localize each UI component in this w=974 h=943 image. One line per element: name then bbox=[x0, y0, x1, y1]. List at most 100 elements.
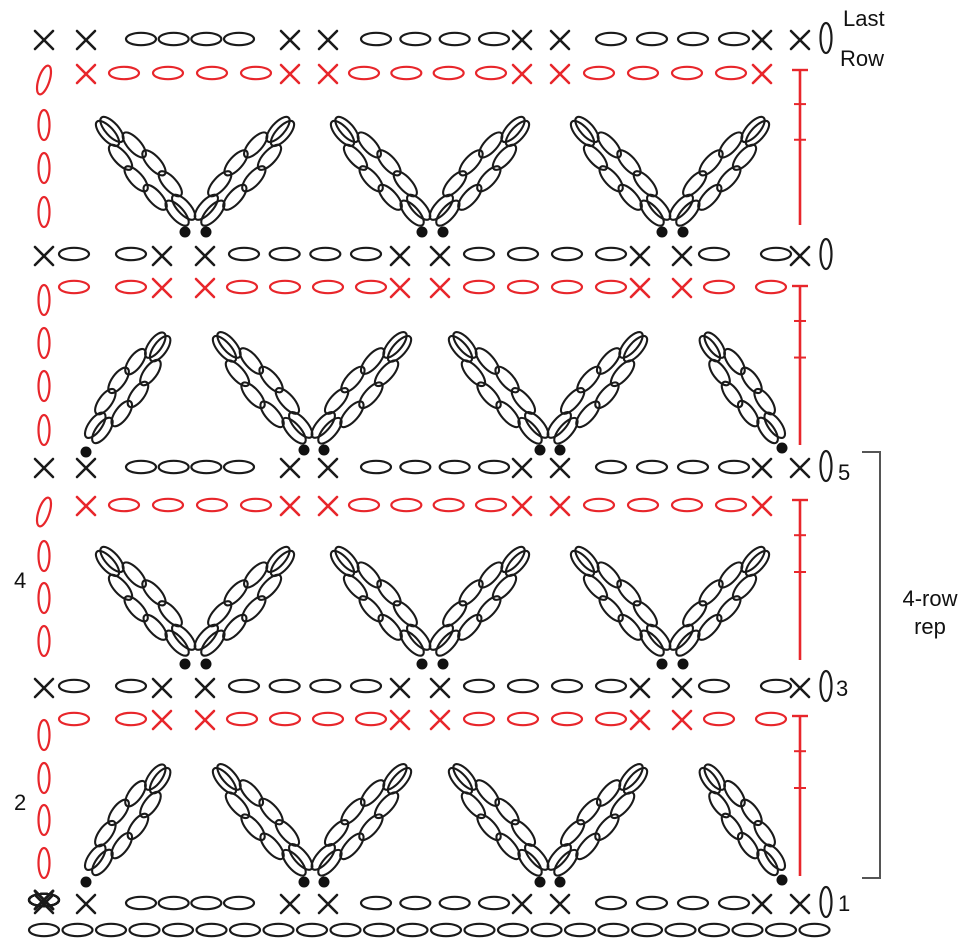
x-stroke bbox=[194, 245, 216, 267]
chain-oval bbox=[594, 246, 628, 262]
chain-oval bbox=[399, 31, 432, 47]
petal-chain-oval bbox=[457, 183, 483, 211]
petal-chain-oval bbox=[110, 399, 134, 428]
x-stroke bbox=[429, 245, 451, 267]
x-stroke bbox=[194, 277, 216, 299]
x-stroke bbox=[33, 677, 55, 699]
chain-oval bbox=[239, 65, 273, 81]
chain-oval bbox=[496, 922, 530, 938]
chain-oval bbox=[349, 246, 383, 262]
petal-chain-oval bbox=[323, 387, 350, 415]
x-stroke bbox=[33, 457, 55, 479]
petal-chain-oval bbox=[740, 798, 763, 827]
petal-chain-oval bbox=[382, 763, 408, 791]
petal-chain-oval bbox=[141, 149, 167, 177]
x-stroke bbox=[75, 495, 97, 517]
chain-oval bbox=[222, 459, 256, 475]
chain-oval bbox=[597, 922, 630, 938]
turning-chain bbox=[37, 369, 51, 403]
single-crochet-x bbox=[194, 277, 216, 299]
petal-chain-oval bbox=[342, 573, 369, 601]
chain-oval bbox=[114, 279, 148, 295]
x-stroke bbox=[279, 29, 301, 51]
turning-chain bbox=[37, 283, 51, 317]
single-crochet-x bbox=[629, 245, 651, 267]
single-crochet-x bbox=[317, 63, 339, 85]
petal-chain-oval bbox=[500, 115, 526, 144]
petal-chain-oval bbox=[618, 763, 644, 791]
chain-oval bbox=[227, 246, 261, 262]
single-crochet-x bbox=[75, 457, 97, 479]
cluster-dot bbox=[179, 658, 191, 670]
x-stroke bbox=[194, 677, 216, 699]
petal-chain-oval bbox=[474, 779, 501, 807]
petal-chain-oval bbox=[452, 331, 478, 359]
petal-chain-oval bbox=[94, 549, 121, 578]
turning-chain bbox=[37, 846, 51, 880]
petal-chain-oval bbox=[359, 347, 386, 375]
chain-oval bbox=[311, 711, 345, 727]
chain-oval bbox=[359, 459, 393, 475]
petal-chain-oval bbox=[358, 813, 384, 842]
petal-chain-oval bbox=[632, 170, 658, 198]
chain-oval bbox=[462, 246, 496, 262]
chain-oval bbox=[222, 895, 256, 911]
petal-chain-oval bbox=[329, 549, 356, 578]
petal-chain-oval bbox=[594, 813, 620, 842]
chain-oval bbox=[550, 678, 584, 694]
petal-chain-oval bbox=[143, 331, 167, 359]
petal-chain-oval bbox=[476, 813, 502, 842]
petal-chain-oval bbox=[708, 358, 731, 387]
chain-oval bbox=[714, 65, 748, 81]
petal-chain-oval bbox=[478, 561, 504, 589]
turning-chain bbox=[35, 496, 53, 528]
turning-chain bbox=[37, 195, 51, 229]
petal-chain-oval bbox=[744, 549, 771, 578]
rep-label-line1: 4-row bbox=[902, 586, 958, 611]
petal-loops bbox=[83, 115, 787, 877]
petal-chain-oval bbox=[447, 766, 474, 795]
cluster-dot bbox=[437, 226, 449, 238]
cluster-dot bbox=[179, 226, 191, 238]
chain-oval bbox=[57, 678, 91, 694]
chain-oval bbox=[195, 65, 229, 81]
cluster-dot bbox=[437, 658, 449, 670]
chain-oval bbox=[594, 31, 628, 47]
single-crochet-x bbox=[389, 677, 411, 699]
chain-oval bbox=[550, 279, 584, 295]
x-stroke bbox=[33, 889, 55, 911]
x-stroke bbox=[629, 245, 651, 267]
petal-chain-oval bbox=[598, 165, 624, 193]
red-stitches bbox=[35, 63, 808, 880]
label-last: Last bbox=[843, 6, 885, 31]
petal-chain-oval bbox=[622, 766, 649, 795]
repeat-bracket bbox=[862, 451, 881, 879]
chain-oval bbox=[594, 279, 628, 295]
single-crochet-x bbox=[671, 677, 693, 699]
chain-oval bbox=[731, 922, 764, 938]
x-stroke bbox=[151, 245, 173, 267]
chain-oval bbox=[717, 895, 751, 911]
single-crochet-x bbox=[629, 677, 651, 699]
petal-chain-oval bbox=[377, 183, 403, 211]
label-row: Row bbox=[840, 46, 885, 71]
chain-oval bbox=[702, 279, 736, 295]
petal-chain-oval bbox=[216, 331, 242, 359]
chain-oval bbox=[262, 922, 295, 938]
petal-chain-oval bbox=[139, 790, 162, 819]
chain-oval bbox=[268, 711, 302, 727]
x-stroke bbox=[629, 277, 651, 299]
petal-chain-oval bbox=[377, 613, 403, 641]
petal-chain-oval bbox=[698, 334, 722, 363]
petal-chain-oval bbox=[243, 131, 269, 159]
chain-oval bbox=[474, 65, 508, 81]
petal-chain-oval bbox=[211, 766, 238, 795]
chain-oval bbox=[57, 711, 91, 727]
petal-chain-oval bbox=[616, 149, 642, 177]
x-stroke bbox=[671, 245, 693, 267]
cluster-dot bbox=[298, 876, 310, 888]
petal-chain-oval bbox=[569, 549, 596, 578]
x-stroke bbox=[151, 277, 173, 299]
petal-chain-oval bbox=[148, 334, 172, 363]
